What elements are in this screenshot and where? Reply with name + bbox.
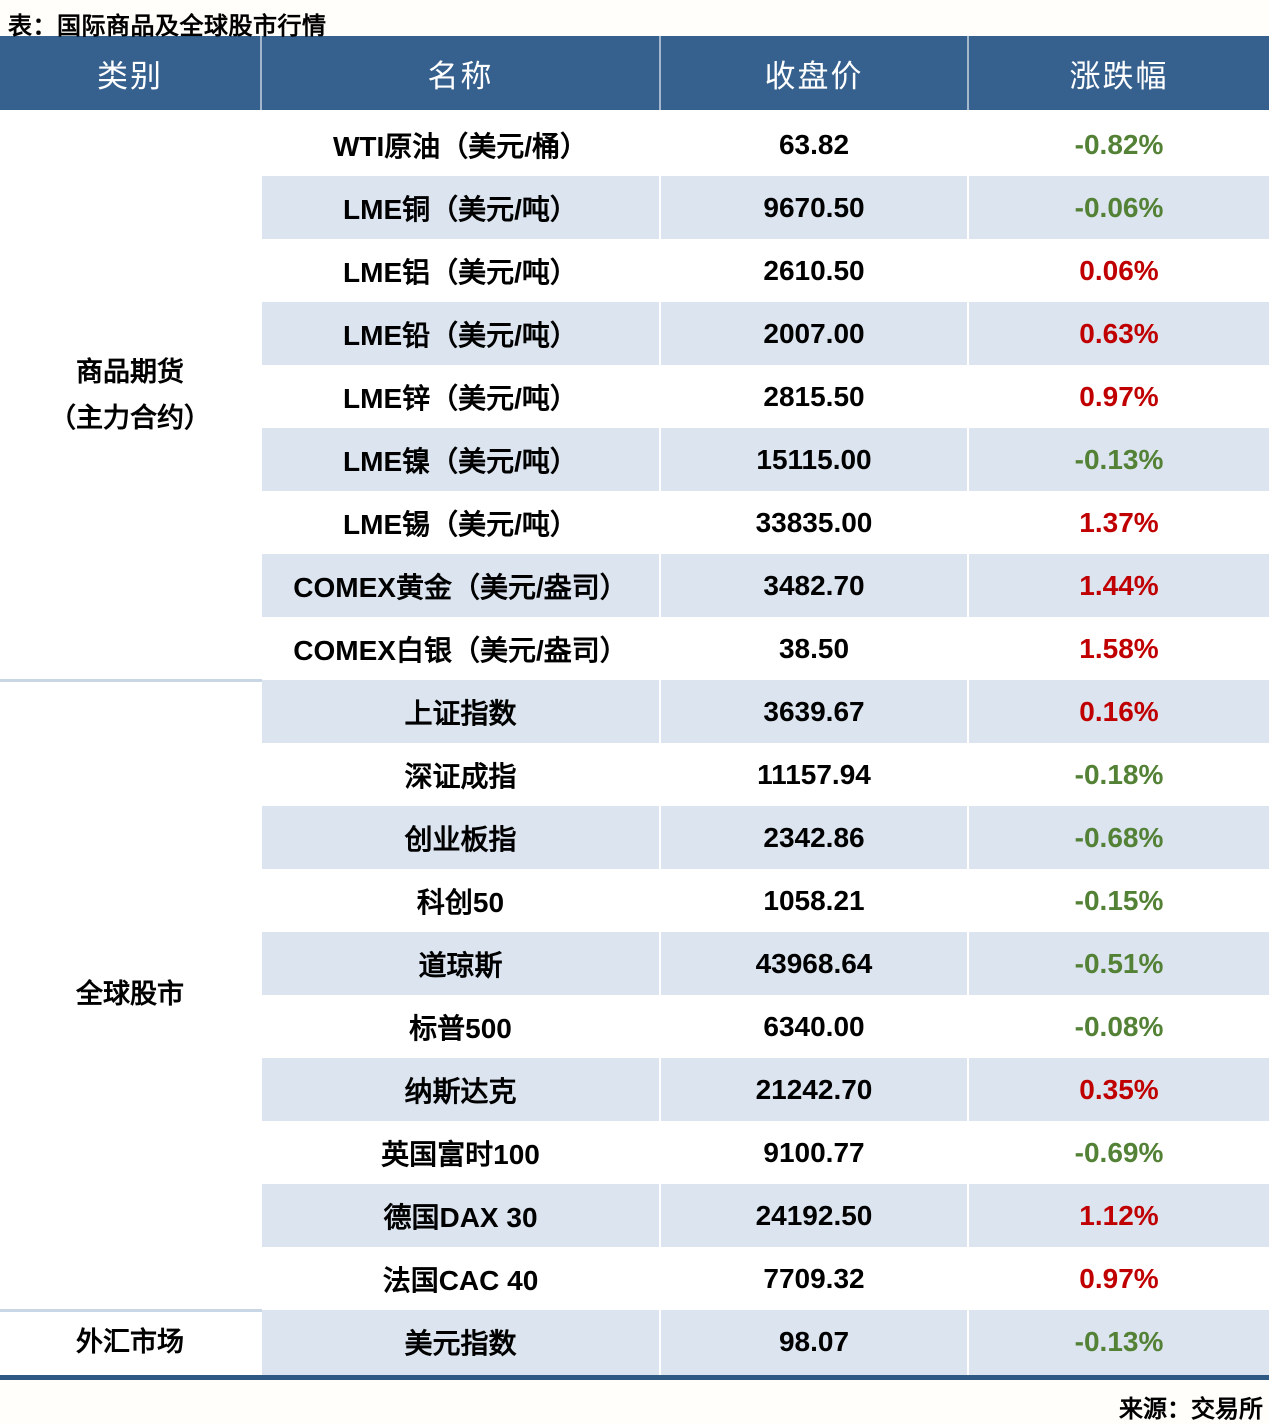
category-label-line: 商品期货 xyxy=(76,356,184,387)
change-cell: -0.15% xyxy=(967,869,1269,932)
name-cell: 标普500 xyxy=(260,995,660,1058)
name-cell: 创业板指 xyxy=(260,806,660,869)
change-cell: 0.35% xyxy=(967,1058,1269,1121)
table-row: LME铜（美元/吨） 9670.50 -0.06% xyxy=(0,176,1269,239)
close-cell: 38.50 xyxy=(659,617,968,680)
close-cell: 2815.50 xyxy=(659,365,968,428)
name-cell: 德国DAX 30 xyxy=(260,1184,660,1247)
category-label-line: 全球股市 xyxy=(76,979,184,1010)
name-cell: LME镍（美元/吨） xyxy=(260,428,660,491)
table-row: LME铅（美元/吨） 2007.00 0.63% xyxy=(0,302,1269,365)
col-header-category: 类别 xyxy=(0,36,261,113)
name-cell: LME铜（美元/吨） xyxy=(260,176,660,239)
col-header-close: 收盘价 xyxy=(659,36,968,113)
name-cell: WTI原油（美元/桶） xyxy=(260,111,660,176)
name-cell: LME锡（美元/吨） xyxy=(260,491,660,554)
change-cell: -0.08% xyxy=(967,995,1269,1058)
change-cell: 0.63% xyxy=(967,302,1269,365)
change-cell: -0.82% xyxy=(967,111,1269,176)
close-cell: 43968.64 xyxy=(659,932,968,995)
name-cell: 上证指数 xyxy=(260,680,660,743)
category-cell: 商品期货 （主力合约） xyxy=(0,111,261,680)
close-cell: 11157.94 xyxy=(659,743,968,806)
table-row: 法国CAC 40 7709.32 0.97% xyxy=(0,1247,1269,1310)
name-cell: 英国富时100 xyxy=(260,1121,660,1184)
name-cell: LME铅（美元/吨） xyxy=(260,302,660,365)
close-cell: 9670.50 xyxy=(659,176,968,239)
close-cell: 33835.00 xyxy=(659,491,968,554)
category-label-line: 外汇市场 xyxy=(76,1327,184,1358)
table-row: 英国富时100 9100.77 -0.69% xyxy=(0,1121,1269,1184)
table-header: 类别 名称 收盘价 涨跌幅 xyxy=(0,36,1269,113)
change-cell: 1.58% xyxy=(967,617,1269,680)
table-row: 标普500 6340.00 -0.08% xyxy=(0,995,1269,1058)
change-cell: 0.06% xyxy=(967,239,1269,302)
change-cell: -0.13% xyxy=(967,1310,1269,1377)
table-row: COMEX黄金（美元/盎司） 3482.70 1.44% xyxy=(0,554,1269,617)
table-row: 商品期货 （主力合约） WTI原油（美元/桶） 63.82 -0.82% xyxy=(0,111,1269,680)
change-cell: 1.37% xyxy=(967,491,1269,554)
name-cell: 科创50 xyxy=(260,869,660,932)
category-label-line: （主力合约） xyxy=(49,402,211,433)
page-title: 表：国际商品及全球股市行情 xyxy=(8,13,327,40)
change-cell: -0.51% xyxy=(967,932,1269,995)
close-cell: 3482.70 xyxy=(659,554,968,617)
table-row: 纳斯达克 21242.70 0.35% xyxy=(0,1058,1269,1121)
category-cell: 外汇市场 xyxy=(0,1308,261,1377)
close-cell: 63.82 xyxy=(659,111,968,176)
table-row: 外汇市场 美元指数 98.07 -0.13% xyxy=(0,1308,1269,1377)
page: 表：国际商品及全球股市行情 类别 名称 收盘价 涨跌幅 商品期货 （主力合约） WT… xyxy=(0,13,1269,1423)
table-row: LME锌（美元/吨） 2815.50 0.97% xyxy=(0,365,1269,428)
table-row: 德国DAX 30 24192.50 1.12% xyxy=(0,1184,1269,1247)
name-cell: 深证成指 xyxy=(260,743,660,806)
table-row: 科创50 1058.21 -0.15% xyxy=(0,869,1269,932)
name-cell: 道琼斯 xyxy=(260,932,660,995)
table-row: LME锡（美元/吨） 33835.00 1.37% xyxy=(0,491,1269,554)
name-cell: 纳斯达克 xyxy=(260,1058,660,1121)
change-cell: 1.44% xyxy=(967,554,1269,617)
change-cell: 0.97% xyxy=(967,1247,1269,1310)
close-cell: 2610.50 xyxy=(659,239,968,302)
table-row: LME镍（美元/吨） 15115.00 -0.13% xyxy=(0,428,1269,491)
table-row: 道琼斯 43968.64 -0.51% xyxy=(0,932,1269,995)
close-cell: 24192.50 xyxy=(659,1184,968,1247)
col-header-name: 名称 xyxy=(260,36,660,113)
close-cell: 1058.21 xyxy=(659,869,968,932)
close-cell: 15115.00 xyxy=(659,428,968,491)
change-cell: 0.97% xyxy=(967,365,1269,428)
close-cell: 2007.00 xyxy=(659,302,968,365)
change-cell: -0.69% xyxy=(967,1121,1269,1184)
close-cell: 6340.00 xyxy=(659,995,968,1058)
table-row: 创业板指 2342.86 -0.68% xyxy=(0,806,1269,869)
table-row: 全球股市 上证指数 3639.67 0.16% xyxy=(0,678,1269,1310)
name-cell: 法国CAC 40 xyxy=(260,1247,660,1310)
close-cell: 98.07 xyxy=(659,1310,968,1377)
table-row: LME铝（美元/吨） 2610.50 0.06% xyxy=(0,239,1269,302)
name-cell: COMEX白银（美元/盎司） xyxy=(260,617,660,680)
change-cell: 0.16% xyxy=(967,680,1269,743)
change-cell: 1.12% xyxy=(967,1184,1269,1247)
category-cell: 全球股市 xyxy=(0,678,261,1310)
change-cell: -0.13% xyxy=(967,428,1269,491)
col-header-change: 涨跌幅 xyxy=(967,36,1269,113)
close-cell: 21242.70 xyxy=(659,1058,968,1121)
table-body: 商品期货 （主力合约） WTI原油（美元/桶） 63.82 -0.82% LME铜（美元/… xyxy=(0,111,1269,1377)
name-cell: LME铝（美元/吨） xyxy=(260,239,660,302)
name-cell: LME锌（美元/吨） xyxy=(260,365,660,428)
close-cell: 9100.77 xyxy=(659,1121,968,1184)
header-row: 类别 名称 收盘价 涨跌幅 xyxy=(0,36,1269,113)
name-cell: 美元指数 xyxy=(260,1310,660,1377)
source-note: 来源：交易所 xyxy=(1119,1395,1263,1423)
close-cell: 7709.32 xyxy=(659,1247,968,1310)
close-cell: 2342.86 xyxy=(659,806,968,869)
market-table: 类别 名称 收盘价 涨跌幅 商品期货 （主力合约） WTI原油（美元/桶） 63.82… xyxy=(0,36,1269,1380)
name-cell: COMEX黄金（美元/盎司） xyxy=(260,554,660,617)
change-cell: -0.18% xyxy=(967,743,1269,806)
table-row: COMEX白银（美元/盎司） 38.50 1.58% xyxy=(0,617,1269,680)
table-row: 深证成指 11157.94 -0.18% xyxy=(0,743,1269,806)
change-cell: -0.68% xyxy=(967,806,1269,869)
change-cell: -0.06% xyxy=(967,176,1269,239)
close-cell: 3639.67 xyxy=(659,680,968,743)
